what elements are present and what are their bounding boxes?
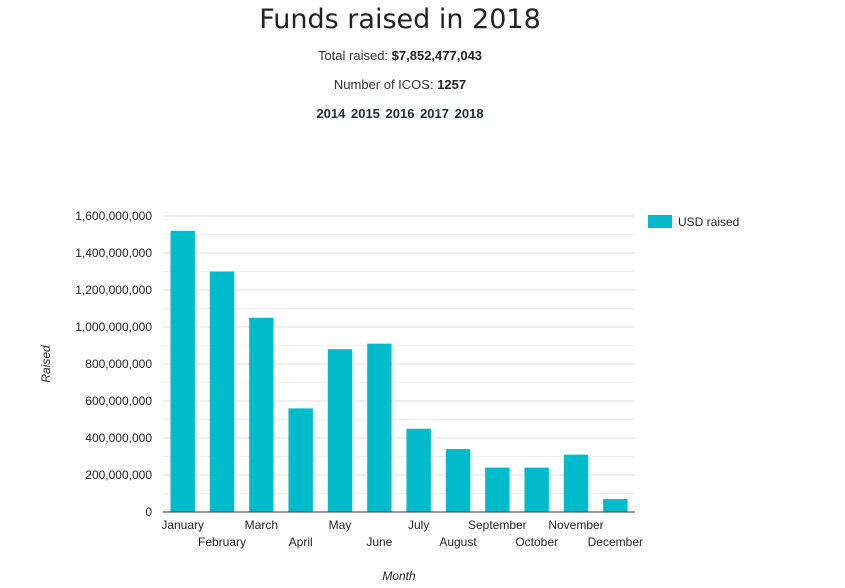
x-tick-label: October (515, 535, 558, 549)
bar-may (327, 349, 353, 512)
ico-count-value: 1257 (437, 77, 467, 92)
x-axis-title: Month (382, 569, 416, 583)
x-tick-label: July (408, 518, 429, 532)
year-link-2014[interactable]: 2014 (316, 106, 346, 121)
legend-label: USD raised (678, 215, 739, 229)
bar-april (288, 408, 313, 512)
ico-count-label: Number of ICOS: (333, 77, 434, 92)
bar-september (485, 467, 510, 512)
x-tick-label: November (548, 518, 603, 532)
x-tick-label: February (198, 535, 246, 549)
x-tick-label: June (366, 535, 392, 549)
x-tick-label: September (468, 518, 527, 532)
y-tick-label: 1,000,000,000 (75, 320, 152, 334)
x-tick-label: August (439, 535, 477, 549)
year-link-2017[interactable]: 2017 (420, 106, 449, 121)
y-tick-label: 200,000,000 (85, 468, 152, 482)
y-tick-label: 1,400,000,000 (75, 246, 152, 260)
legend-swatch (648, 215, 672, 228)
y-tick-label: 1,600,000,000 (75, 209, 152, 223)
y-tick-label: 400,000,000 (85, 431, 152, 445)
bar-july (406, 428, 431, 512)
bar-august (445, 449, 471, 512)
bar-february (209, 271, 235, 512)
bar-march (249, 317, 274, 512)
total-raised-value: $7,852,477,043 (391, 48, 483, 63)
x-tick-label: May (329, 518, 352, 532)
bar-december (603, 499, 628, 512)
year-links: 2014 2015 2016 2017 2018 (0, 106, 800, 121)
total-raised-label: Total raised: (317, 48, 389, 63)
x-tick-label: March (245, 518, 278, 532)
bar-october (524, 467, 549, 512)
ico-count-line: Number of ICOS: 1257 (0, 77, 800, 92)
x-tick-label: January (161, 518, 204, 532)
bar-november (563, 454, 589, 512)
y-tick-label: 600,000,000 (85, 394, 152, 408)
bar-january (170, 230, 195, 513)
y-tick-label: 800,000,000 (85, 357, 152, 371)
year-link-2018[interactable]: 2018 (454, 106, 484, 121)
x-tick-label: December (588, 535, 643, 549)
year-link-2016[interactable]: 2016 (385, 106, 415, 121)
y-tick-label: 0 (145, 505, 152, 519)
x-tick-label: April (289, 535, 313, 549)
y-tick-label: 1,200,000,000 (75, 283, 152, 297)
year-link-2015[interactable]: 2015 (350, 106, 380, 121)
total-raised-line: Total raised: $7,852,477,043 (0, 48, 800, 63)
page-title: Funds raised in 2018 (259, 4, 541, 35)
bar-june (367, 343, 392, 512)
y-axis-title: Raised (39, 345, 53, 383)
